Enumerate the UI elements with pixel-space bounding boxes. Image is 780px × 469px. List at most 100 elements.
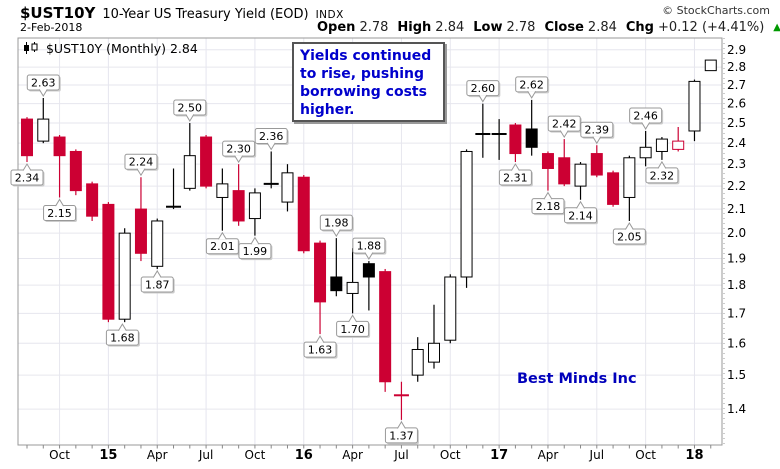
- label-pointer: [331, 229, 341, 238]
- candlestick: [672, 140, 685, 150]
- up-arrow-icon: ▲: [773, 22, 780, 33]
- candlestick: [330, 276, 343, 292]
- candle-price-label: 1.98: [324, 217, 349, 230]
- label-pointer: [543, 191, 553, 200]
- x-axis-label: Apr: [147, 448, 168, 462]
- label-pointer: [478, 94, 488, 103]
- legend-label: $UST10Y (Monthly) 2.84: [45, 41, 198, 56]
- candle-price-label: 2.46: [633, 109, 658, 122]
- candle-price-label: 1.37: [389, 429, 414, 442]
- candlestick: [362, 263, 375, 278]
- candle-price-label: 2.32: [650, 169, 675, 182]
- label-pointer: [266, 142, 276, 151]
- label-pointer: [22, 163, 32, 171]
- x-axis-label: Oct: [440, 448, 461, 462]
- candlestick: [525, 128, 538, 148]
- candlestick: [102, 203, 115, 320]
- x-axis-label: Apr: [342, 448, 363, 462]
- candlestick: [232, 190, 245, 222]
- candlestick: [151, 220, 164, 267]
- candlestick: [509, 124, 522, 155]
- x-axis-label: Jul: [393, 448, 408, 462]
- y-axis-label: 2.8: [727, 60, 746, 74]
- candlestick: [393, 394, 409, 397]
- copyright: © StockCharts.com: [662, 4, 770, 17]
- x-axis-label: Oct: [635, 448, 656, 462]
- x-axis-label: Apr: [538, 448, 559, 462]
- candle-price-label: 2.50: [178, 102, 203, 115]
- y-axis-label: 1.7: [727, 306, 746, 320]
- label-pointer: [657, 160, 667, 169]
- candle-price-label: 1.68: [110, 332, 135, 345]
- label-pointer: [641, 122, 651, 130]
- candle-price-label: 2.24: [129, 156, 154, 169]
- x-axis-label: 18: [685, 448, 703, 463]
- exchange-code: INDX: [315, 9, 344, 21]
- symbol: $UST10Y: [20, 4, 96, 22]
- candlestick: [379, 271, 392, 383]
- candlestick: [541, 153, 554, 169]
- chg-value: +0.12 (+4.41%): [657, 20, 765, 35]
- candle-price-label: 2.15: [47, 207, 72, 220]
- y-axis-label: 2.6: [727, 97, 746, 111]
- annotation-callout: Yields continued to rise, pushing borrow…: [292, 42, 445, 122]
- candlestick: [134, 208, 147, 254]
- high-value: 2.84: [435, 20, 465, 35]
- candle-price-label: 2.30: [226, 143, 251, 156]
- x-axis-label: 17: [490, 448, 508, 463]
- candle-price-label: 2.05: [617, 230, 642, 243]
- label-pointer: [397, 420, 406, 429]
- x-axis-label: Jul: [589, 448, 604, 462]
- x-axis-label: Oct: [245, 448, 266, 462]
- candlestick: [623, 157, 636, 198]
- x-axis-label: 16: [295, 448, 313, 463]
- candlestick: [53, 136, 66, 157]
- y-axis-label: 1.9: [727, 251, 746, 265]
- candlestick: [166, 205, 182, 208]
- candlestick: [655, 138, 668, 152]
- candlestick: [263, 182, 279, 185]
- y-axis-label: 2.9: [727, 43, 746, 57]
- label-pointer: [315, 335, 325, 343]
- low-value: 2.78: [506, 20, 536, 35]
- candlestick: [704, 59, 717, 72]
- label-pointer: [364, 252, 374, 261]
- candlestick: [444, 276, 457, 341]
- chart-header: $UST10Y 10-Year US Treasury Yield (EOD) IN…: [20, 3, 344, 22]
- candle-price-label: 2.39: [585, 124, 610, 137]
- y-axis-label: 1.8: [727, 278, 746, 292]
- y-axis-label: 2.4: [727, 136, 746, 150]
- label-pointer: [592, 136, 602, 145]
- low-label: Low: [473, 20, 503, 35]
- candlestick: [491, 133, 507, 136]
- label-pointer: [38, 89, 48, 97]
- y-axis-label: 1.6: [727, 336, 746, 350]
- candlestick: [216, 183, 229, 198]
- label-pointer: [217, 231, 227, 240]
- candlestick: [460, 150, 473, 278]
- close-value: 2.84: [587, 20, 617, 35]
- y-axis-label: 2.0: [727, 226, 746, 240]
- label-pointer: [510, 163, 520, 171]
- candlestick: [428, 342, 440, 363]
- candle-price-label: 1.70: [340, 323, 365, 336]
- candlestick: [248, 192, 261, 220]
- label-pointer: [185, 114, 195, 122]
- label-pointer: [250, 236, 260, 245]
- candlestick: [639, 146, 652, 159]
- label-pointer: [234, 155, 244, 164]
- y-axis-label: 2.7: [727, 78, 746, 92]
- label-pointer: [55, 198, 64, 207]
- candlestick: [590, 153, 603, 176]
- candlestick: [200, 136, 213, 187]
- high-label: High: [397, 20, 432, 35]
- candle-price-label: 1.63: [308, 344, 333, 357]
- ohlc-quote-bar: Open 2.78 High 2.84 Low 2.78 Close 2.84 Chg +0.12…: [317, 20, 780, 35]
- candle-price-label: 2.18: [536, 200, 561, 213]
- label-pointer: [624, 222, 634, 230]
- y-axis-label: 2.1: [727, 202, 746, 216]
- y-axis-label: 2.3: [727, 157, 746, 171]
- candle-price-label: 2.31: [503, 172, 528, 185]
- plot-border: [17, 37, 723, 446]
- plot-legend: $UST10Y (Monthly) 2.84: [23, 41, 198, 56]
